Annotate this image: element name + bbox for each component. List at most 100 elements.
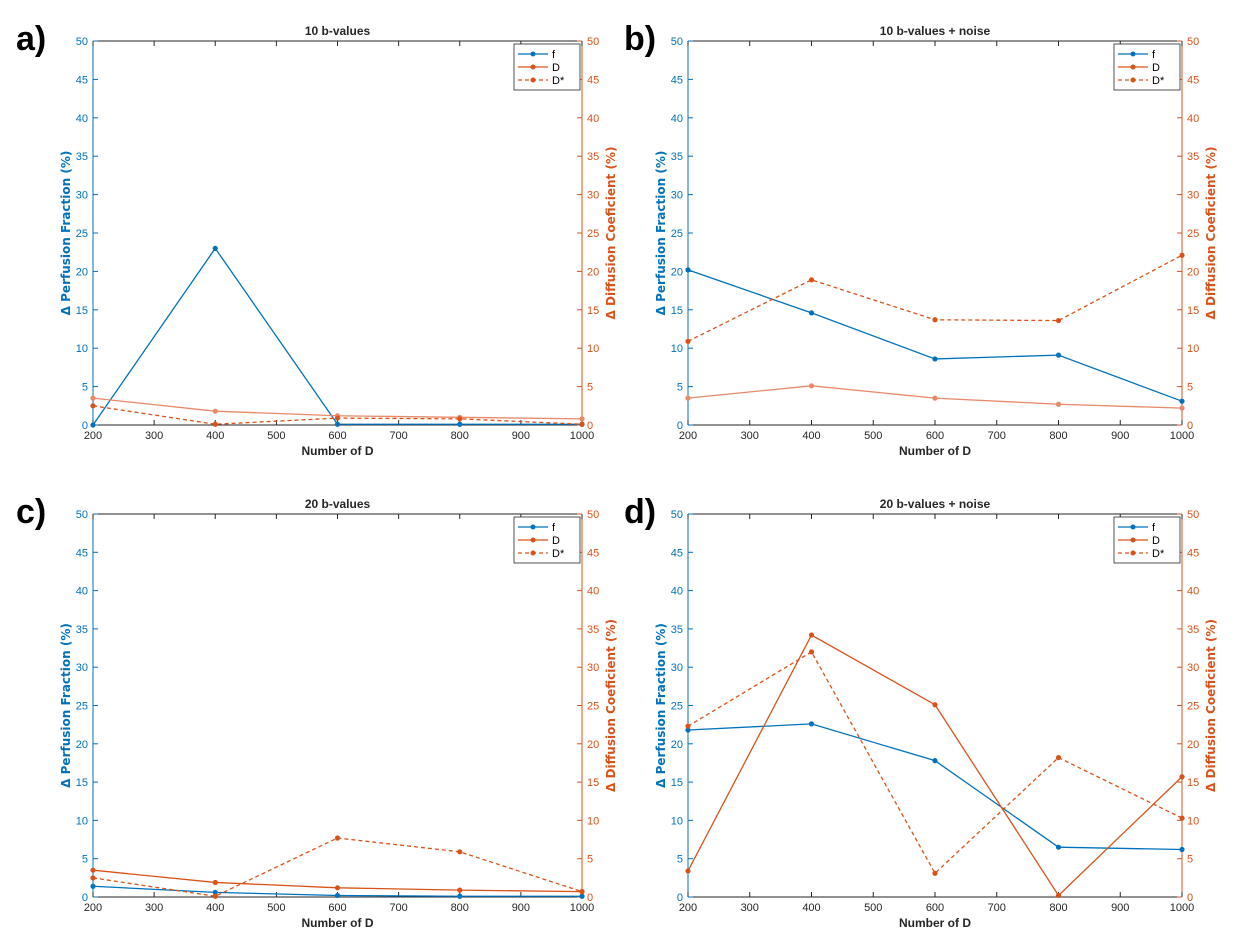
x-tick-label: 700 [389, 902, 407, 914]
y-tick-label-left: 10 [76, 343, 88, 355]
legend-label: f [552, 522, 556, 534]
y-tick-label-right: 15 [587, 777, 599, 789]
y-tick-label-right: 35 [1187, 151, 1199, 163]
y-tick-label-left: 35 [671, 151, 683, 163]
y-axis-label-right: Δ Diffusion Coeficient (%) [604, 619, 618, 792]
data-point-D-star [90, 403, 96, 409]
y-tick-label-left: 5 [677, 854, 683, 866]
y-tick-label-right: 25 [587, 228, 599, 240]
data-point-D-star [212, 893, 218, 899]
y-tick-label-right: 5 [1187, 854, 1193, 866]
x-tick-label: 500 [267, 902, 285, 914]
chart-title: 20 b-values + noise [880, 497, 991, 511]
x-tick-label: 800 [1049, 430, 1067, 442]
data-point-f [808, 721, 815, 727]
x-tick-label: 800 [451, 902, 469, 914]
legend-marker [1130, 550, 1136, 556]
y-tick-label-left: 50 [76, 36, 88, 48]
y-tick-label-left: 0 [677, 892, 683, 904]
x-tick-label: 600 [328, 902, 346, 914]
data-point-D [334, 885, 341, 891]
data-point-D-star [685, 723, 691, 729]
y-tick-label-right: 30 [1187, 190, 1199, 202]
legend-label: D [552, 535, 560, 547]
x-tick-label: 400 [802, 430, 820, 442]
y-tick-label-right: 10 [587, 343, 599, 355]
x-tick-label: 500 [864, 902, 882, 914]
data-point-D [932, 702, 938, 708]
y-tick-label-left: 50 [671, 36, 683, 48]
data-point-f [334, 421, 341, 427]
y-tick-label-right: 20 [587, 266, 599, 278]
y-axis-label-left: Δ Perfusion Fraction (%) [59, 151, 73, 316]
data-point-D-star [932, 317, 938, 323]
y-tick-label-right: 40 [587, 113, 599, 125]
y-tick-label-left: 30 [76, 662, 88, 674]
data-point-D-star [457, 849, 463, 855]
data-point-f [685, 267, 691, 273]
y-tick-label-right: 45 [587, 74, 599, 86]
y-tick-label-right: 45 [587, 547, 599, 559]
y-tick-label-right: 10 [587, 815, 599, 827]
y-tick-label-left: 30 [671, 190, 683, 202]
legend-marker [530, 77, 536, 83]
y-tick-label-left: 40 [76, 113, 88, 125]
data-point-D-star [1055, 754, 1062, 761]
x-tick-label: 800 [451, 430, 469, 442]
data-point-D [808, 632, 815, 638]
data-point-D-star [457, 416, 463, 422]
x-tick-label: 900 [1111, 902, 1129, 914]
x-tick-label: 300 [741, 430, 759, 442]
series-line-f [687, 269, 1183, 402]
y-tick-label-right: 20 [1187, 266, 1199, 278]
data-point-D [579, 416, 585, 422]
data-point-f [1179, 398, 1185, 404]
panel-label: a) [16, 20, 46, 58]
series-line-f [92, 247, 582, 426]
y-tick-label-left: 10 [671, 343, 683, 355]
y-tick-label-left: 0 [677, 420, 683, 432]
y-tick-label-right: 10 [1187, 815, 1199, 827]
legend-marker [530, 550, 536, 556]
legend-marker [1130, 51, 1136, 57]
y-axis-label-left: Δ Perfusion Fraction (%) [654, 151, 668, 316]
y-tick-label-left: 25 [671, 228, 683, 240]
data-point-D-star [90, 875, 96, 881]
y-tick-label-left: 5 [82, 382, 88, 394]
x-tick-label: 500 [864, 430, 882, 442]
y-tick-label-left: 50 [76, 509, 88, 521]
x-tick-label: 500 [267, 430, 285, 442]
legend-label: D* [552, 75, 565, 87]
x-tick-label: 900 [1111, 430, 1129, 442]
x-tick-label: 300 [741, 902, 759, 914]
y-tick-label-left: 40 [76, 586, 88, 598]
data-point-f [579, 893, 585, 899]
legend-marker [1130, 537, 1136, 543]
y-tick-label-left: 25 [76, 228, 88, 240]
panel-label: c) [16, 493, 46, 531]
x-tick-label: 200 [679, 902, 697, 914]
x-tick-label: 600 [926, 430, 944, 442]
y-tick-label-left: 25 [76, 701, 88, 713]
data-point-D-star [1179, 252, 1185, 258]
legend-label: D* [1152, 75, 1165, 87]
x-tick-label: 400 [802, 902, 820, 914]
y-tick-label-left: 0 [82, 420, 88, 432]
y-tick-label-left: 45 [76, 547, 88, 559]
x-tick-label: 200 [84, 902, 102, 914]
data-point-f [1055, 352, 1062, 358]
panel-label: d) [624, 493, 656, 531]
legend-label: D [1152, 535, 1160, 547]
y-tick-label-left: 20 [76, 739, 88, 751]
data-point-D-star [334, 415, 341, 421]
legend-marker [1130, 524, 1136, 530]
data-point-D-star [685, 338, 691, 344]
data-point-f [808, 310, 815, 316]
data-point-D-star [579, 421, 585, 427]
data-point-f [457, 421, 463, 427]
y-tick-label-right: 15 [587, 305, 599, 317]
x-tick-label: 700 [389, 430, 407, 442]
data-point-D-star [932, 870, 938, 876]
data-point-D [932, 395, 938, 401]
y-tick-label-left: 10 [671, 815, 683, 827]
